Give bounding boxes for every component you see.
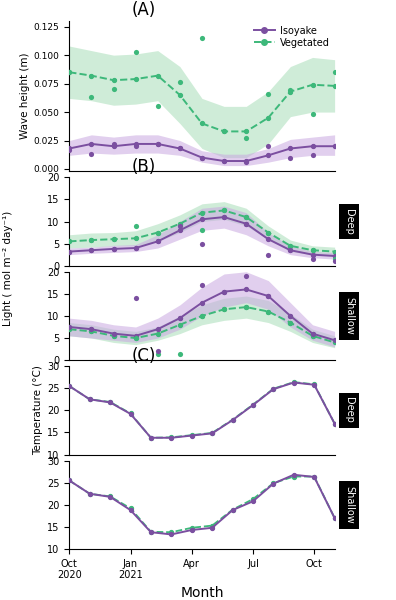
X-axis label: Month: Month [180, 586, 224, 600]
Point [243, 302, 249, 312]
Point [331, 335, 338, 345]
Point [177, 349, 183, 358]
Point [265, 250, 272, 259]
Point [88, 235, 95, 245]
Point [221, 305, 227, 314]
Point [243, 133, 249, 143]
Point [66, 322, 72, 332]
Point [132, 221, 139, 231]
Point [309, 329, 316, 338]
Point [221, 156, 227, 166]
Point [177, 143, 183, 153]
Title: (B): (B) [131, 158, 156, 176]
Point [66, 236, 72, 246]
Point [287, 245, 293, 255]
Point [110, 331, 117, 341]
Point [88, 92, 95, 102]
Point [265, 291, 272, 301]
Point [199, 153, 205, 163]
Point [88, 326, 95, 336]
Point [199, 226, 205, 235]
Point [287, 86, 293, 95]
Point [221, 127, 227, 136]
Point [243, 271, 249, 281]
Legend: Isoyake, Vegetated: Isoyake, Vegetated [253, 26, 330, 48]
Point [154, 228, 161, 238]
Point [287, 311, 293, 321]
Point [66, 325, 72, 334]
Point [154, 346, 161, 356]
Point [265, 307, 272, 316]
Point [132, 333, 139, 343]
Point [132, 142, 139, 151]
Point [199, 280, 205, 290]
Point [110, 329, 117, 338]
Point [309, 331, 316, 341]
Title: (C): (C) [131, 347, 156, 365]
Point [199, 239, 205, 248]
Point [265, 228, 272, 238]
Point [331, 67, 338, 77]
Text: Shallow: Shallow [344, 297, 354, 335]
Text: Deep: Deep [344, 209, 354, 235]
Point [66, 145, 72, 154]
Point [243, 157, 249, 167]
Point [110, 244, 117, 254]
Point [154, 349, 161, 358]
Text: Light ( mol m⁻² day⁻¹): Light ( mol m⁻² day⁻¹) [3, 211, 13, 326]
Point [199, 311, 205, 321]
Point [309, 110, 316, 119]
Point [309, 245, 316, 255]
Point [177, 313, 183, 323]
Text: Deep: Deep [344, 397, 354, 424]
Point [243, 219, 249, 229]
Point [265, 142, 272, 151]
Point [243, 212, 249, 222]
Point [177, 219, 183, 229]
Point [88, 149, 95, 159]
Point [309, 254, 316, 264]
Y-axis label: Wave height (m): Wave height (m) [19, 53, 30, 139]
Point [110, 85, 117, 94]
Point [199, 33, 205, 43]
Point [154, 101, 161, 111]
Point [132, 243, 139, 253]
Point [287, 241, 293, 251]
Point [88, 245, 95, 255]
Point [331, 254, 338, 264]
Text: Shallow: Shallow [344, 486, 354, 524]
Point [287, 318, 293, 328]
Point [154, 139, 161, 149]
Point [110, 235, 117, 244]
Point [309, 151, 316, 160]
Title: (A): (A) [131, 1, 156, 19]
Point [177, 221, 183, 231]
Point [221, 212, 227, 222]
Point [132, 293, 139, 303]
Point [66, 247, 72, 256]
Point [154, 236, 161, 246]
Point [221, 287, 227, 296]
Point [331, 256, 338, 266]
Point [177, 77, 183, 87]
Point [88, 325, 95, 334]
Point [331, 142, 338, 151]
Y-axis label: Temperature (°C): Temperature (°C) [33, 365, 43, 455]
Point [66, 67, 72, 77]
Point [331, 338, 338, 347]
Point [287, 153, 293, 163]
Point [221, 206, 227, 215]
Point [132, 47, 139, 56]
Point [110, 139, 117, 149]
Point [265, 89, 272, 98]
